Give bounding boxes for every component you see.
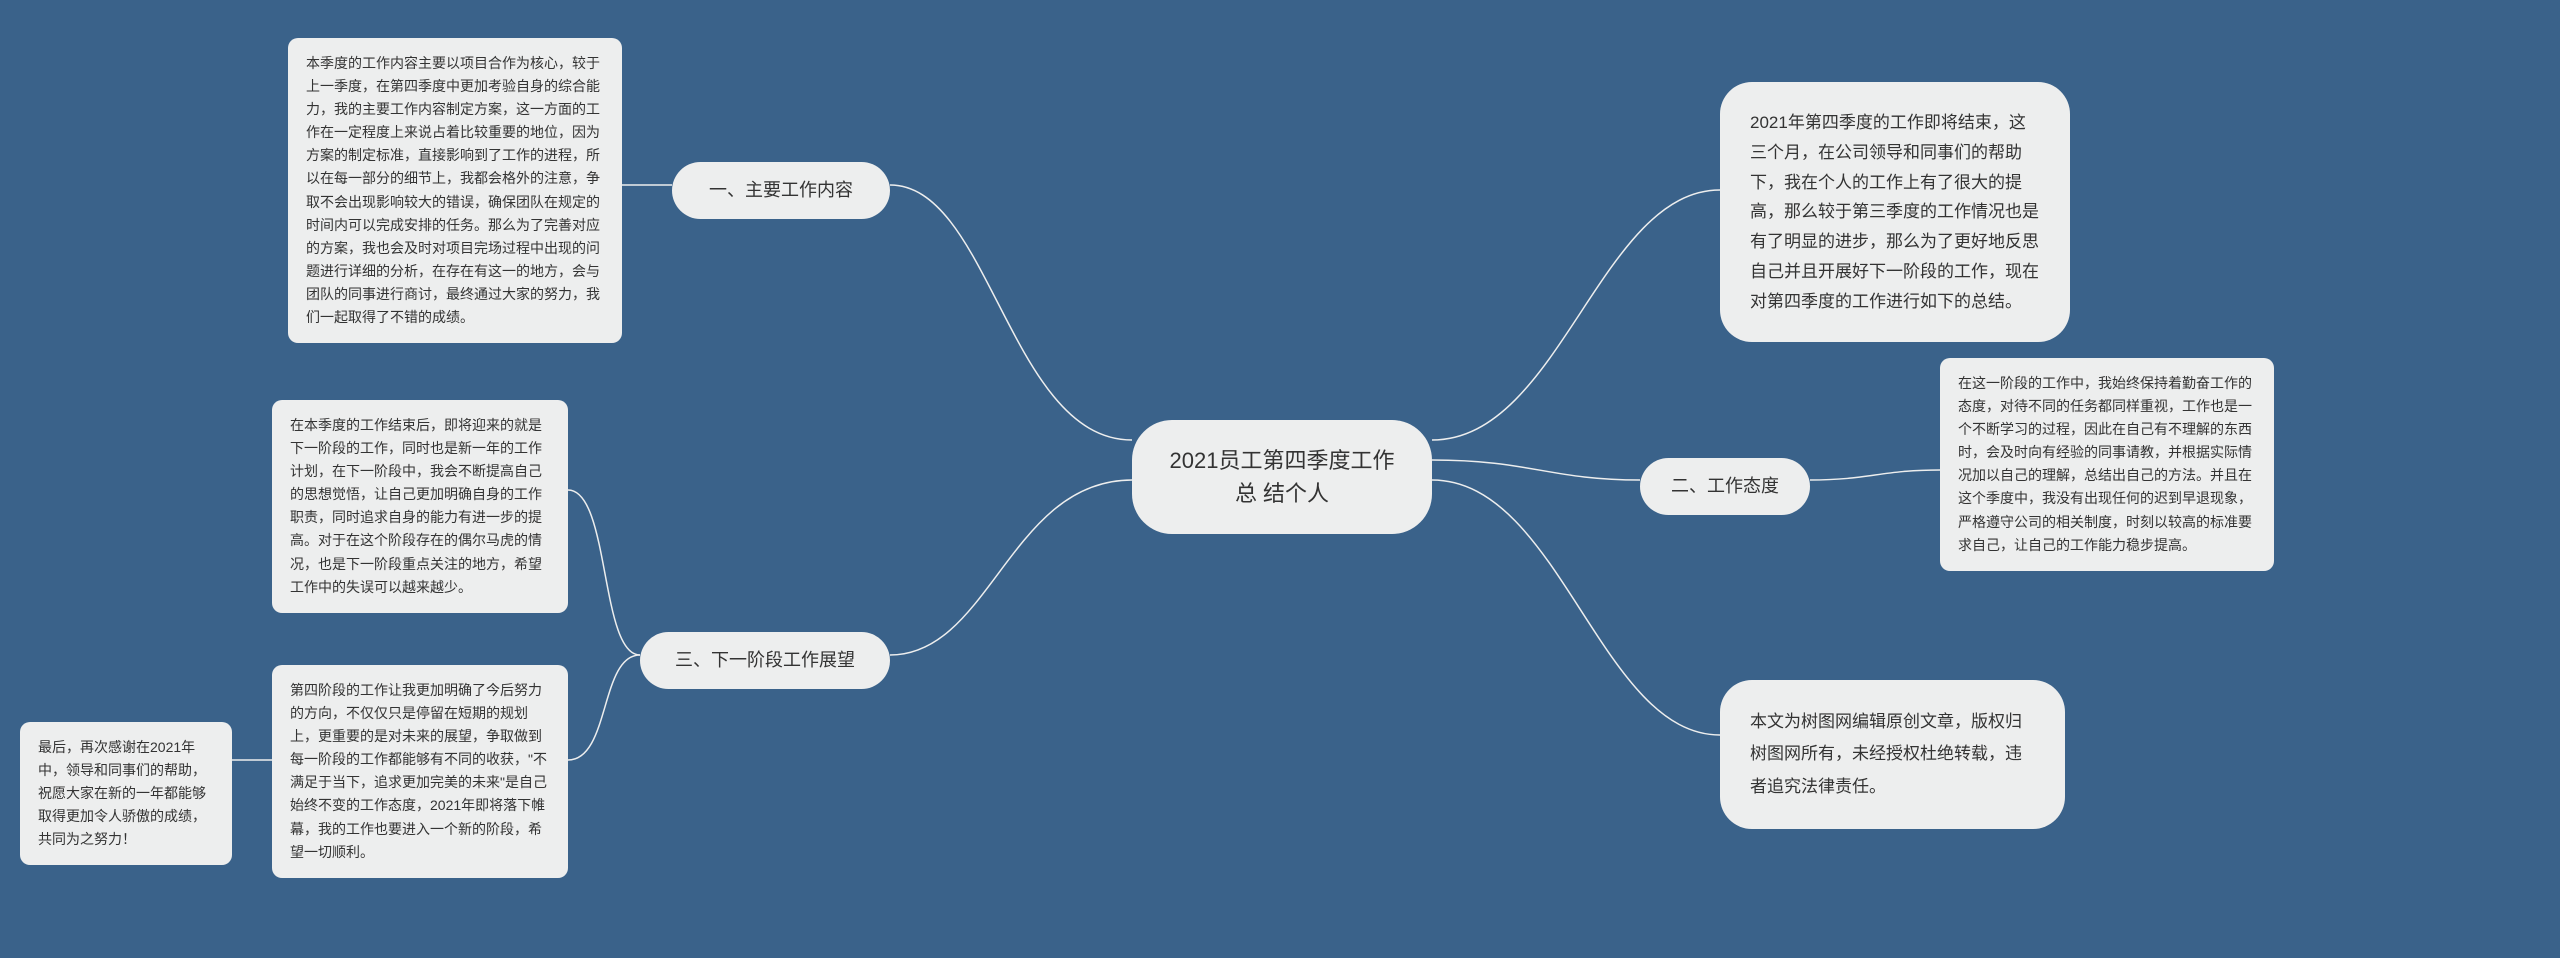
intro-node: 2021年第四季度的工作即将结束，这三个月，在公司领导和同事们的帮助下，我在个人… [1720, 82, 2070, 342]
branch-1-leaf-text: 本季度的工作内容主要以项目合作为核心，较于上一季度，在第四季度中更加考验自身的综… [306, 55, 600, 325]
branch-3-leaf-b-text: 第四阶段的工作让我更加明确了今后努力的方向，不仅仅只是停留在短期的规划上，更重要… [290, 682, 547, 860]
thanks-text: 最后，再次感谢在2021年中，领导和同事们的帮助，祝愿大家在新的一年都能够取得更… [38, 739, 206, 847]
branch-1-leaf: 本季度的工作内容主要以项目合作为核心，较于上一季度，在第四季度中更加考验自身的综… [288, 38, 622, 343]
branch-3: 三、下一阶段工作展望 [640, 632, 890, 689]
thanks-node: 最后，再次感谢在2021年中，领导和同事们的帮助，祝愿大家在新的一年都能够取得更… [20, 722, 232, 865]
intro-text: 2021年第四季度的工作即将结束，这三个月，在公司领导和同事们的帮助下，我在个人… [1750, 113, 2039, 311]
copyright-text: 本文为树图网编辑原创文章，版权归树图网所有，未经授权杜绝转载，违者追究法律责任。 [1750, 712, 2022, 796]
branch-2: 二、工作态度 [1640, 458, 1810, 515]
copyright-node: 本文为树图网编辑原创文章，版权归树图网所有，未经授权杜绝转载，违者追究法律责任。 [1720, 680, 2065, 829]
center-text: 2021员工第四季度工作总 结个人 [1170, 448, 1395, 506]
branch-3-label: 三、下一阶段工作展望 [675, 650, 855, 670]
branch-3-leaf-a: 在本季度的工作结束后，即将迎来的就是下一阶段的工作，同时也是新一年的工作计划，在… [272, 400, 568, 613]
branch-2-leaf: 在这一阶段的工作中，我始终保持着勤奋工作的态度，对待不同的任务都同样重视，工作也… [1940, 358, 2274, 571]
center-node: 2021员工第四季度工作总 结个人 [1132, 420, 1432, 534]
branch-1: 一、主要工作内容 [672, 162, 890, 219]
branch-3-leaf-b: 第四阶段的工作让我更加明确了今后努力的方向，不仅仅只是停留在短期的规划上，更重要… [272, 665, 568, 878]
branch-2-leaf-text: 在这一阶段的工作中，我始终保持着勤奋工作的态度，对待不同的任务都同样重视，工作也… [1958, 375, 2252, 553]
branch-3-leaf-a-text: 在本季度的工作结束后，即将迎来的就是下一阶段的工作，同时也是新一年的工作计划，在… [290, 417, 542, 595]
branch-2-label: 二、工作态度 [1671, 476, 1779, 496]
branch-1-label: 一、主要工作内容 [709, 180, 853, 200]
